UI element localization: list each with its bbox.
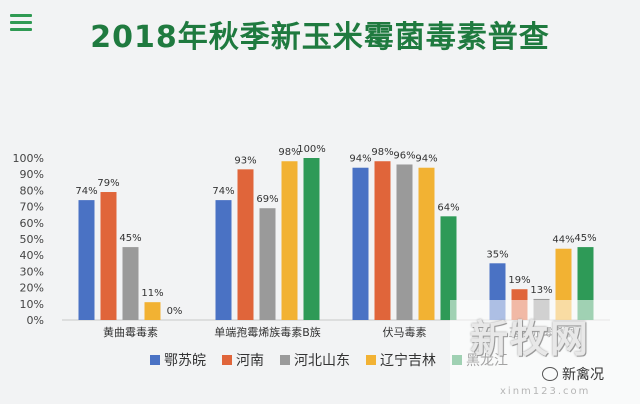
data-label: 98% [371, 147, 393, 158]
category-label: 黄曲霉毒素 [103, 325, 158, 339]
legend-swatch [150, 355, 160, 365]
data-label: 74% [75, 186, 97, 197]
data-label: 93% [234, 155, 256, 166]
data-label: 44% [552, 235, 574, 246]
data-label: 64% [437, 202, 459, 213]
data-label: 11% [141, 288, 163, 299]
y-tick-label: 80% [20, 184, 44, 197]
y-tick-label: 40% [20, 249, 44, 262]
legend-swatch [280, 355, 290, 365]
data-label: 79% [97, 178, 119, 189]
y-tick-label: 20% [20, 282, 44, 295]
bar [352, 167, 369, 320]
bar [440, 216, 457, 320]
data-label: 45% [119, 233, 141, 244]
data-label: 94% [349, 154, 371, 165]
bar [237, 169, 254, 320]
legend-swatch [222, 355, 232, 365]
data-label: 13% [530, 285, 552, 296]
legend-label: 河北山东 [294, 353, 350, 369]
data-label: 35% [486, 249, 508, 260]
wechat-icon [542, 367, 558, 381]
legend-item: 鄂苏皖 [150, 350, 206, 370]
watermark-brand-label: 新禽况 [562, 367, 604, 383]
y-tick-label: 90% [20, 168, 44, 181]
category-label: 单端孢霉烯族毒素B族 [214, 325, 321, 339]
bar [259, 208, 276, 320]
data-label: 74% [212, 186, 234, 197]
legend-swatch [366, 355, 376, 365]
bar [122, 247, 139, 320]
bar [144, 302, 161, 320]
legend-item: 河南 [222, 350, 264, 370]
page-title: 2018年秋季新玉米霉菌毒素普查 [90, 20, 550, 55]
data-label: 45% [574, 233, 596, 244]
y-tick-label: 0% [27, 314, 44, 327]
category-label: 伏马毒素 [383, 325, 427, 339]
y-tick-label: 60% [20, 217, 44, 230]
data-label: 94% [415, 154, 437, 165]
bar [303, 158, 320, 320]
watermark-brand: 新禽况 [542, 364, 604, 384]
bar [418, 167, 435, 320]
data-label: 19% [508, 275, 530, 286]
legend-item: 河北山东 [280, 350, 350, 370]
y-tick-label: 70% [20, 201, 44, 214]
y-tick-label: 10% [20, 298, 44, 311]
data-label: 98% [278, 147, 300, 158]
data-label: 100% [297, 144, 326, 155]
bar [215, 200, 232, 320]
bar [281, 161, 298, 320]
y-tick-label: 100% [13, 152, 44, 165]
bar [100, 192, 117, 320]
watermark-url: xinm123.com [500, 386, 591, 397]
y-tick-label: 30% [20, 265, 44, 278]
bar [78, 200, 95, 320]
data-label: 69% [256, 194, 278, 205]
legend-item: 辽宁吉林 [366, 350, 436, 370]
watermark-logo: 新牧网 [470, 317, 591, 361]
data-label: 0% [167, 306, 183, 317]
watermark: 新牧网 新禽况 xinm123.com [450, 300, 640, 404]
y-tick-label: 50% [20, 233, 44, 246]
legend-label: 河南 [236, 353, 264, 369]
legend-label: 辽宁吉林 [380, 353, 436, 369]
data-label: 96% [393, 150, 415, 161]
bar [396, 164, 413, 320]
legend-label: 鄂苏皖 [164, 353, 206, 369]
menu-icon[interactable] [10, 14, 32, 36]
bar [374, 161, 391, 320]
